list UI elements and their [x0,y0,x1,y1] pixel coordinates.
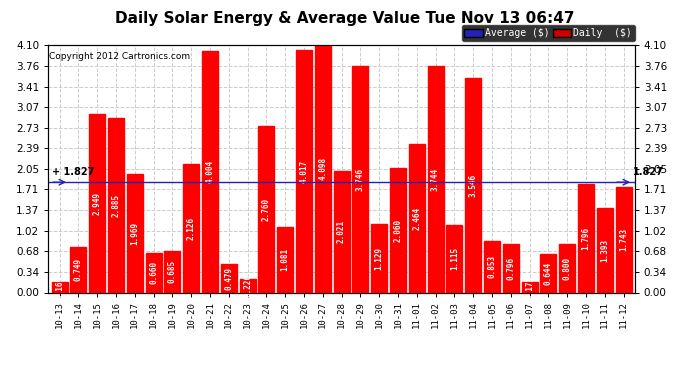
Bar [70,247,86,292]
Bar [503,244,519,292]
Bar [597,209,613,292]
Bar [127,174,143,292]
Bar [52,282,68,292]
Bar [89,114,105,292]
Text: 1.969: 1.969 [130,222,139,245]
Bar [371,224,387,292]
Bar [408,144,425,292]
Text: 0.749: 0.749 [74,258,83,282]
Text: 0.853: 0.853 [487,255,496,278]
Text: 2.464: 2.464 [412,207,421,230]
Text: 1.393: 1.393 [600,239,609,262]
Legend: Average ($), Daily  ($): Average ($), Daily ($) [462,25,635,40]
Bar [164,251,180,292]
Text: Daily Solar Energy & Average Value Tue Nov 13 06:47: Daily Solar Energy & Average Value Tue N… [115,11,575,26]
Text: 4.098: 4.098 [318,157,327,180]
Bar [540,254,556,292]
Bar [615,187,631,292]
Bar [277,227,293,292]
Text: 1.827: 1.827 [633,167,664,177]
Text: 4.004: 4.004 [206,160,215,183]
Text: 2.760: 2.760 [262,198,271,221]
Text: + 1.827: + 1.827 [52,167,95,177]
Bar [428,66,444,292]
Bar [353,66,368,292]
Text: 1.743: 1.743 [619,228,628,252]
Text: Copyright 2012 Cartronics.com: Copyright 2012 Cartronics.com [50,53,190,62]
Bar [559,244,575,292]
Text: 1.115: 1.115 [450,247,459,270]
Bar [465,78,481,292]
Text: 2.949: 2.949 [92,192,101,215]
Text: 2.021: 2.021 [337,220,346,243]
Bar [522,282,538,292]
Bar [108,118,124,292]
Bar [202,51,218,292]
Text: 0.226: 0.226 [243,274,252,297]
Text: 1.081: 1.081 [281,248,290,272]
Bar [221,264,237,292]
Text: 3.744: 3.744 [431,168,440,191]
Text: 3.746: 3.746 [356,168,365,191]
Text: 0.800: 0.800 [562,257,571,280]
Text: 0.169: 0.169 [55,276,64,299]
Text: 1.796: 1.796 [582,227,591,250]
Bar [333,171,350,292]
Text: 1.129: 1.129 [375,247,384,270]
Text: 0.796: 0.796 [506,257,515,280]
Text: 4.017: 4.017 [299,160,308,183]
Bar [183,164,199,292]
Bar [146,253,161,292]
Bar [578,184,594,292]
Text: 0.644: 0.644 [544,261,553,285]
Text: 2.060: 2.060 [393,219,402,242]
Text: 0.685: 0.685 [168,260,177,284]
Bar [258,126,275,292]
Bar [446,225,462,292]
Bar [239,279,255,292]
Text: 0.172: 0.172 [525,276,534,299]
Text: 0.479: 0.479 [224,267,233,290]
Bar [296,50,312,292]
Text: 0.660: 0.660 [149,261,158,284]
Text: 2.126: 2.126 [187,217,196,240]
Text: 3.546: 3.546 [469,174,477,197]
Bar [315,45,331,292]
Bar [390,168,406,292]
Text: 2.885: 2.885 [112,194,121,217]
Bar [484,241,500,292]
